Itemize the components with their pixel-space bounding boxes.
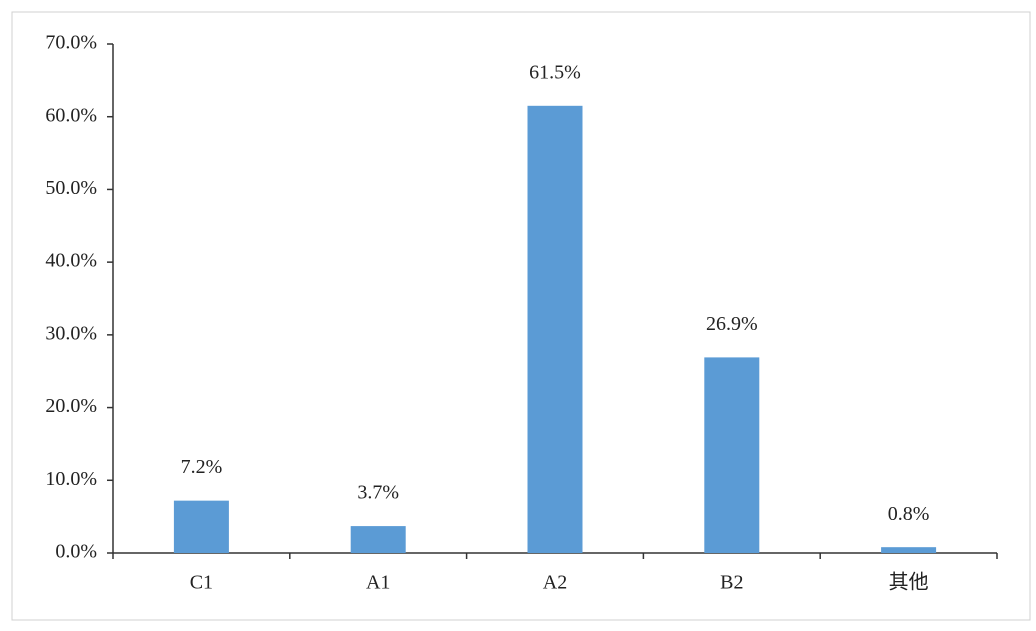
value-label: 3.7% — [357, 482, 399, 504]
y-tick-label: 40.0% — [45, 250, 97, 272]
x-tick-label: 其他 — [889, 571, 929, 594]
bar — [704, 357, 760, 553]
y-tick-label: 70.0% — [45, 32, 97, 54]
value-label: 0.8% — [888, 503, 930, 525]
y-tick-label: 0.0% — [55, 541, 97, 563]
x-tick-label: C1 — [190, 572, 213, 594]
y-tick-label: 10.0% — [45, 468, 97, 490]
bar — [173, 500, 229, 553]
x-tick-label: A1 — [366, 572, 390, 594]
value-label: 26.9% — [706, 313, 758, 335]
y-tick-label: 30.0% — [45, 322, 97, 344]
bar — [881, 547, 937, 553]
x-tick-label: B2 — [720, 572, 743, 594]
bar — [527, 105, 583, 554]
y-tick-label: 20.0% — [45, 395, 97, 417]
chart-border — [11, 11, 1031, 621]
value-label: 61.5% — [529, 61, 581, 83]
bar — [350, 526, 406, 553]
y-tick-label: 60.0% — [45, 104, 97, 126]
x-tick-label: A2 — [543, 572, 567, 594]
y-tick-label: 50.0% — [45, 177, 97, 199]
value-label: 7.2% — [181, 456, 223, 478]
